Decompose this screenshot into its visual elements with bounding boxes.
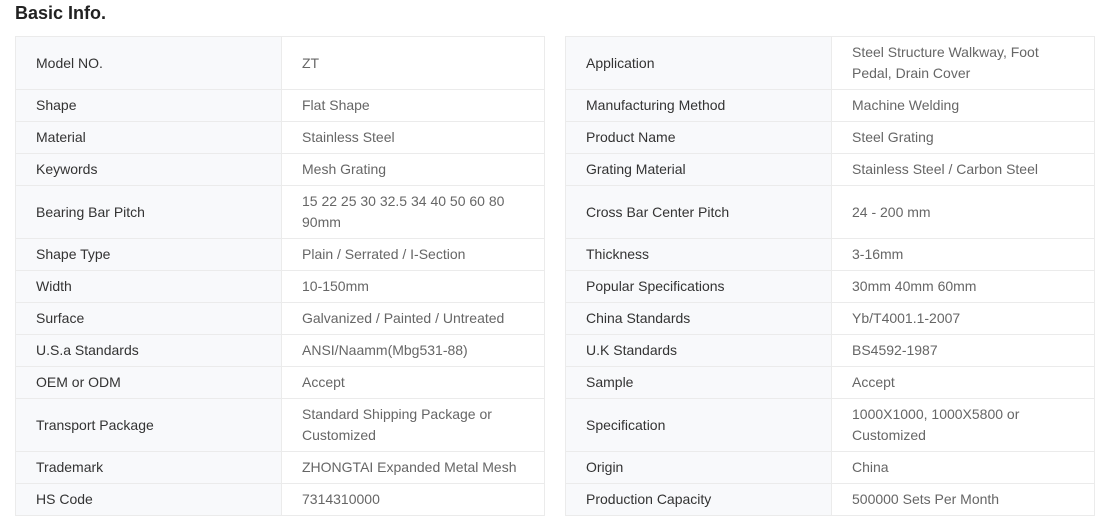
spec-value: Stainless Steel / Carbon Steel	[831, 153, 1095, 186]
spec-label: Product Name	[565, 121, 832, 154]
table-row: Trademark ZHONGTAI Expanded Metal Mesh	[15, 451, 545, 484]
table-row: Popular Specifications 30mm 40mm 60mm	[565, 270, 1095, 303]
spec-value: Galvanized / Painted / Untreated	[281, 302, 545, 335]
table-row: Manufacturing Method Machine Welding	[565, 89, 1095, 122]
spec-value: Mesh Grating	[281, 153, 545, 186]
spec-label: China Standards	[565, 302, 832, 335]
spec-label: Specification	[565, 398, 832, 452]
spec-value: Yb/T4001.1-2007	[831, 302, 1095, 335]
spec-value: 10-150mm	[281, 270, 545, 303]
spec-value: Standard Shipping Package or Customized	[281, 398, 545, 452]
spec-label: Bearing Bar Pitch	[15, 185, 282, 239]
spec-value: 7314310000	[281, 483, 545, 516]
spec-value: 500000 Sets Per Month	[831, 483, 1095, 516]
spec-label: Width	[15, 270, 282, 303]
table-row: Material Stainless Steel	[15, 121, 545, 154]
spec-value: 3-16mm	[831, 238, 1095, 271]
spec-label: Transport Package	[15, 398, 282, 452]
spec-label: Sample	[565, 366, 832, 399]
table-row: Sample Accept	[565, 366, 1095, 399]
table-row: Shape Type Plain / Serrated / I-Section	[15, 238, 545, 271]
spec-label: Origin	[565, 451, 832, 484]
spec-value: BS4592-1987	[831, 334, 1095, 367]
spec-label: Surface	[15, 302, 282, 335]
spec-value: Accept	[281, 366, 545, 399]
spec-value: Plain / Serrated / I-Section	[281, 238, 545, 271]
section-title: Basic Info.	[15, 3, 107, 23]
table-row: Width 10-150mm	[15, 270, 545, 303]
spec-value: 1000X1000, 1000X5800 or Customized	[831, 398, 1095, 452]
table-row: Shape Flat Shape	[15, 89, 545, 122]
spec-label: OEM or ODM	[15, 366, 282, 399]
spec-value: China	[831, 451, 1095, 484]
spec-label: Cross Bar Center Pitch	[565, 185, 832, 239]
table-row: Specification 1000X1000, 1000X5800 or Cus…	[565, 398, 1095, 452]
basic-info-table-right: Application Steel Structure Walkway, Foot…	[565, 36, 1095, 516]
table-row: U.S.a Standards ANSI/Naamm(Mbg531-88)	[15, 334, 545, 367]
table-row: U.K Standards BS4592-1987	[565, 334, 1095, 367]
table-row: Thickness 3-16mm	[565, 238, 1095, 271]
spec-label: Popular Specifications	[565, 270, 832, 303]
spec-label: Trademark	[15, 451, 282, 484]
spec-value: 30mm 40mm 60mm	[831, 270, 1095, 303]
spec-value: Steel Grating	[831, 121, 1095, 154]
spec-value: Steel Structure Walkway, Foot Pedal, Dra…	[831, 36, 1095, 90]
spec-value: 24 - 200 mm	[831, 185, 1095, 239]
spec-value: 15 22 25 30 32.5 34 40 50 60 80 90mm	[281, 185, 545, 239]
table-row: Application Steel Structure Walkway, Foot…	[565, 36, 1095, 90]
table-row: Grating Material Stainless Steel / Carbon…	[565, 153, 1095, 186]
spec-label: Production Capacity	[565, 483, 832, 516]
spec-label: HS Code	[15, 483, 282, 516]
spec-label: U.K Standards	[565, 334, 832, 367]
table-row: Model NO. ZT	[15, 36, 545, 90]
table-row: Origin China	[565, 451, 1095, 484]
spec-value: Flat Shape	[281, 89, 545, 122]
spec-label: Application	[565, 36, 832, 90]
spec-label: Model NO.	[15, 36, 282, 90]
spec-value: ZT	[281, 36, 545, 90]
table-row: Production Capacity 500000 Sets Per Month	[565, 483, 1095, 516]
table-row: Bearing Bar Pitch 15 22 25 30 32.5 34 40 …	[15, 185, 545, 239]
table-row: Surface Galvanized / Painted / Untreated	[15, 302, 545, 335]
spec-value: Machine Welding	[831, 89, 1095, 122]
table-row: China Standards Yb/T4001.1-2007	[565, 302, 1095, 335]
table-row: HS Code 7314310000	[15, 483, 545, 516]
spec-label: Shape	[15, 89, 282, 122]
spec-label: Thickness	[565, 238, 832, 271]
table-row: Transport Package Standard Shipping Packa…	[15, 398, 545, 452]
spec-value: ZHONGTAI Expanded Metal Mesh	[281, 451, 545, 484]
table-row: Cross Bar Center Pitch 24 - 200 mm	[565, 185, 1095, 239]
spec-label: Material	[15, 121, 282, 154]
spec-value: ANSI/Naamm(Mbg531-88)	[281, 334, 545, 367]
spec-label: U.S.a Standards	[15, 334, 282, 367]
spec-value: Accept	[831, 366, 1095, 399]
spec-label: Grating Material	[565, 153, 832, 186]
table-row: Product Name Steel Grating	[565, 121, 1095, 154]
basic-info-table-left: Model NO. ZT Shape Flat Shape Material Stainl…	[15, 36, 545, 516]
spec-value: Stainless Steel	[281, 121, 545, 154]
spec-label: Keywords	[15, 153, 282, 186]
table-row: Keywords Mesh Grating	[15, 153, 545, 186]
table-row: OEM or ODM Accept	[15, 366, 545, 399]
spec-label: Manufacturing Method	[565, 89, 832, 122]
spec-label: Shape Type	[15, 238, 282, 271]
